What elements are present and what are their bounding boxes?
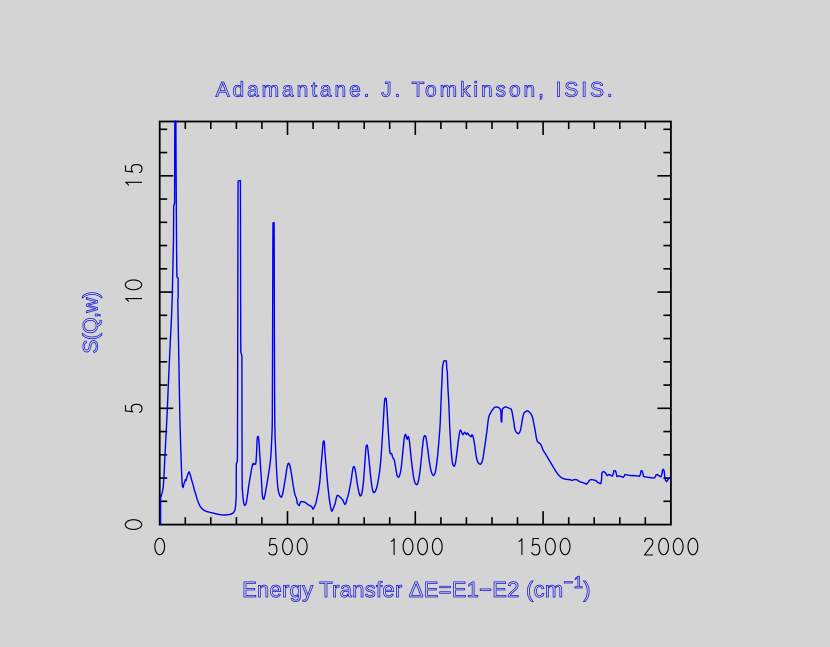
svg-text:Adamantane. J. Tomkinson, ISIS: Adamantane. J. Tomkinson, ISIS.	[216, 79, 616, 102]
svg-text:S(Q,w): S(Q,w)	[80, 292, 103, 354]
svg-text:Energy Transfer ΔE=E1−E2 (cm−1: Energy Transfer ΔE=E1−E2 (cm−1)	[242, 573, 591, 602]
